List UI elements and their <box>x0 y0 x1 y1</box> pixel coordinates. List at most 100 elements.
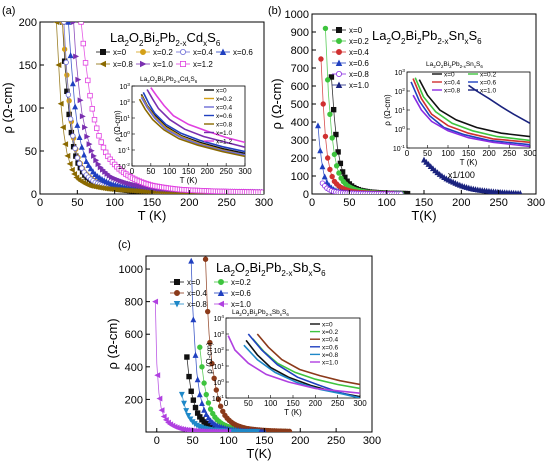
panel-b-data-point <box>333 163 340 169</box>
panel-a-inset-legend-label: x=0.2 <box>216 96 232 103</box>
panel-a-legend-marker <box>99 60 106 68</box>
panel-c-data-point <box>199 364 205 370</box>
title-part: 6 <box>216 39 221 48</box>
panel-b-ytick-label: 0 <box>303 189 309 201</box>
panel-c-data-point <box>211 375 217 382</box>
panel-b-data-point <box>421 156 427 163</box>
panel-c-inset-ytick-label: 101 <box>213 362 224 371</box>
panel-a-data-point <box>96 133 102 139</box>
tick-exponent: -2 <box>126 162 131 168</box>
panel-a-data-point <box>100 144 107 151</box>
tick-exponent: 4 <box>221 314 224 320</box>
title-part: x <box>464 37 468 46</box>
panel-c-data-point <box>254 429 261 432</box>
panel-a-data-point <box>94 125 100 131</box>
panel-c-legend-marker <box>173 300 181 308</box>
tick-exponent: 1 <box>127 114 130 120</box>
panel-c-data-point <box>209 360 215 367</box>
panel-a-data-point <box>98 139 104 145</box>
panel-c-xtick-label: 100 <box>219 435 237 447</box>
title-part: x <box>280 312 283 317</box>
panel-a-inset-legend-label: x=0 <box>216 88 227 95</box>
title-part: 2-x <box>175 39 186 48</box>
panel-a-xtick-label: 200 <box>180 197 198 209</box>
panel-b-inset-series-curve <box>418 79 530 138</box>
title-part: 2 <box>155 39 160 48</box>
title-part: Bi <box>250 260 262 275</box>
panel-a-xtick-label: 50 <box>71 197 83 209</box>
panel-c-data-point <box>178 391 185 398</box>
tick-exponent: 2 <box>221 346 224 352</box>
panel-a-legend-marker <box>139 60 147 68</box>
panel-c-data-point <box>203 411 210 418</box>
panel-b-inset-ytick-label: 102 <box>394 87 405 96</box>
panel-a-legend-label: x=0.6 <box>233 48 253 57</box>
panel-c-inset-legend-label: x=1.0 <box>322 360 338 367</box>
title-part: S <box>468 28 477 43</box>
panel-a-label: (a) <box>2 5 15 17</box>
panel-c-inset-legend-label: x=0.8 <box>322 352 338 359</box>
panel-c-data-point <box>152 298 159 305</box>
title-part: 6 <box>480 64 483 69</box>
panel-b-data-point <box>333 131 339 138</box>
title-part: 2 <box>386 37 391 46</box>
panel-c-ylabel: ρ (Ω-cm) <box>105 318 120 369</box>
panel-c-data-point <box>194 376 201 383</box>
title-part: Cd <box>187 30 204 45</box>
title-part: Pb <box>422 28 438 43</box>
panel-b-inset-xtick-label: 50 <box>423 149 432 158</box>
panel-c-data-point <box>184 354 190 360</box>
title-part: Pb <box>160 30 176 45</box>
panel-c-inset-ytick-label: 104 <box>213 314 224 323</box>
panel-a-data-point <box>74 155 81 161</box>
panel-b-inset-xtick-label: 150 <box>462 149 476 158</box>
panel-a-legend-marker <box>219 48 227 55</box>
panel-a-legend-label: x=0.2 <box>153 48 173 57</box>
panel-b-inset-annotation: x1/100 <box>0 0 21 2</box>
title-part: Pb <box>452 61 460 68</box>
panel-b-legend-label: x=0.2 <box>349 37 369 46</box>
panel-b-xtick-label: 250 <box>489 197 507 209</box>
title-part: Bi <box>249 309 255 316</box>
panel-a-data-point <box>70 22 77 25</box>
panel-a-data-point <box>78 22 84 25</box>
panel-c-inset-xlabel: T (K) <box>284 408 302 417</box>
panel-c-data-point <box>207 339 213 346</box>
tick-exponent: 2 <box>127 98 130 104</box>
panel-b-data-point <box>324 77 331 83</box>
title-part: 2 <box>247 312 250 317</box>
panel-c-data <box>152 256 293 432</box>
panel-c-data-point <box>181 400 187 407</box>
panel-b-annotation: x1/100 <box>448 170 475 180</box>
panel-c-xtick-label: 50 <box>187 435 199 447</box>
panel-b-inset-legend-label: x=1.0 <box>480 88 496 95</box>
panel-b-inset-legend-label: x=0.8 <box>444 88 460 95</box>
panel-c-ytick-label: 600 <box>125 329 143 341</box>
title-part: O <box>391 28 401 43</box>
panel-c-data-point <box>190 316 197 323</box>
panel-a-xlabel: T (K) <box>138 208 167 223</box>
panel-b-inset-xtick-label: 250 <box>503 149 517 158</box>
panel-c-inset-series-curve <box>256 333 360 386</box>
panel-a-inset-legend-label: x=1.0 <box>216 130 232 137</box>
tick-base: 10 <box>119 100 127 107</box>
panel-c-legend-label: x=0.8 <box>187 300 207 309</box>
panel-c-inset-legend-label: x=0.2 <box>322 329 338 336</box>
panel-c-inset-xtick-label: 150 <box>286 399 300 408</box>
panel-b-ytick-label: 500 <box>291 99 309 111</box>
panel-a-inset-series-curve <box>140 96 245 156</box>
panel-c-inset-ytick-label: 100 <box>213 378 224 387</box>
panel-b-legend-label: x=1.0 <box>349 81 369 90</box>
panel-b-xtick-label: 100 <box>377 197 395 209</box>
panel-c-legend-label: x=1.0 <box>231 300 251 309</box>
panel-a-ytick-label: 100 <box>19 103 37 115</box>
title-part: 2 <box>449 64 452 69</box>
panel-a-data-point <box>65 22 72 25</box>
panel-c-legend-label: x=0.6 <box>231 289 251 298</box>
panel-a-title: La2O2Bi2Pb2-xCdxS6 <box>110 30 221 48</box>
panel-a-data-point <box>55 62 62 68</box>
panel-a-inset-xlabel: T (K) <box>180 176 198 185</box>
panel-c-inset-xtick-label: 250 <box>331 399 345 408</box>
